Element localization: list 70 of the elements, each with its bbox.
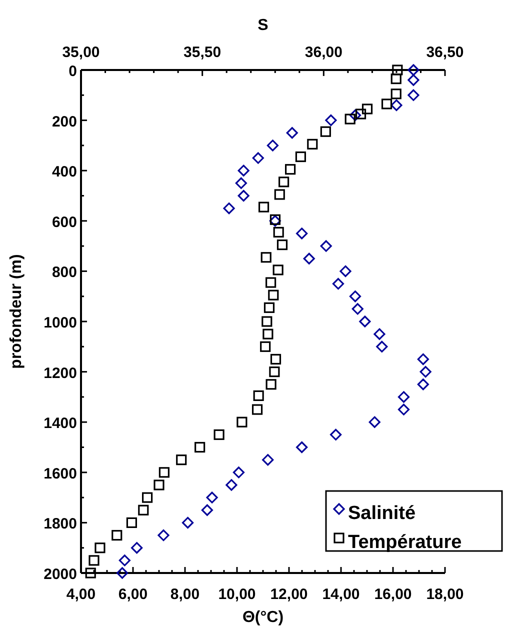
point — [381, 98, 392, 110]
point — [264, 302, 275, 313]
x2-tick-label: 35,50 — [184, 44, 222, 61]
point — [355, 108, 366, 120]
point — [194, 442, 206, 453]
x-tick-label: 12,00 — [270, 586, 308, 603]
legend-label: Température — [348, 532, 462, 553]
point — [94, 542, 106, 554]
x-tick-label: 14,00 — [322, 586, 360, 603]
point — [262, 328, 274, 340]
point — [236, 416, 248, 428]
point — [390, 88, 402, 100]
y-tick-label: 400 — [52, 164, 77, 181]
point — [266, 379, 276, 390]
point — [85, 568, 96, 578]
x-tick-label: 8,00 — [170, 586, 200, 603]
point — [126, 517, 137, 528]
x-tick-label: 6,00 — [118, 586, 148, 603]
y-tick-label: 800 — [52, 264, 77, 282]
x2-tick-label: 36,50 — [426, 44, 464, 61]
y-tick-label: 1000 — [44, 314, 77, 332]
point — [320, 126, 331, 137]
point — [390, 74, 402, 84]
point — [278, 176, 290, 188]
point — [88, 555, 100, 566]
point — [252, 404, 263, 415]
y-axis-title: profondeur (m) — [8, 254, 25, 369]
point — [154, 480, 164, 490]
point — [138, 504, 149, 516]
legend-label: Salinité — [348, 503, 416, 524]
y-tick-label: 2000 — [44, 566, 77, 583]
y-tick-label: 1600 — [44, 465, 77, 482]
point — [285, 164, 296, 175]
point — [142, 492, 153, 503]
point — [214, 429, 224, 440]
y-tick-label: 600 — [52, 214, 77, 231]
y-tick-label: 0 — [68, 63, 77, 80]
point — [260, 252, 272, 263]
point — [266, 277, 276, 288]
x2-tick-label: 36,00 — [304, 44, 342, 61]
x-tick-label: 16,00 — [374, 586, 412, 603]
point — [272, 264, 284, 276]
x2-axis-title: S — [258, 17, 269, 34]
y-tick-label: 200 — [52, 113, 77, 130]
point — [295, 151, 306, 162]
y-tick-label: 1200 — [44, 364, 77, 382]
point — [253, 390, 264, 401]
point — [258, 202, 270, 212]
point — [273, 226, 284, 238]
point — [362, 104, 373, 114]
point — [276, 239, 288, 250]
x-tick-label: 4,00 — [66, 586, 96, 603]
point — [307, 138, 318, 150]
point — [274, 189, 285, 200]
point — [269, 366, 280, 378]
x-tick-label: 10,00 — [218, 586, 256, 603]
point — [176, 454, 187, 466]
x2-tick-label: 35,00 — [62, 44, 100, 61]
point — [158, 467, 170, 478]
point — [112, 530, 122, 541]
point — [344, 114, 356, 124]
point — [260, 341, 271, 352]
y-tick-label: 1800 — [44, 516, 77, 533]
point — [392, 64, 403, 76]
y-tick-label: 1400 — [44, 415, 77, 432]
x-axis-title: Θ(°C) — [242, 609, 284, 626]
point — [262, 316, 272, 327]
point — [270, 354, 282, 365]
x-tick-label: 18,00 — [426, 586, 464, 603]
point — [268, 290, 279, 300]
